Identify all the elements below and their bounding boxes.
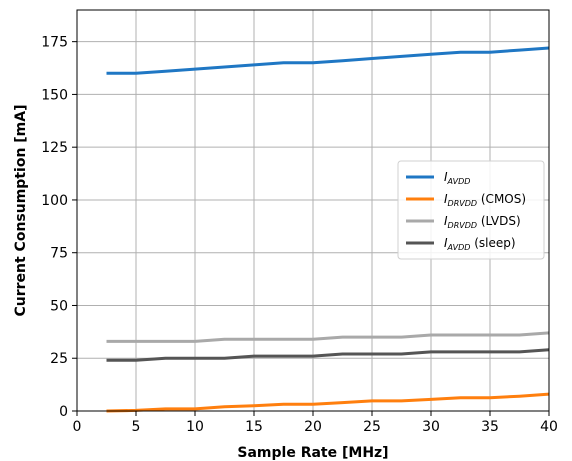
legend-label-subscript: AVDD xyxy=(447,177,471,186)
series-lines xyxy=(106,46,550,413)
x-tick-label: 0 xyxy=(73,419,82,435)
y-tick-label: 125 xyxy=(41,140,68,156)
y-tick-label: 100 xyxy=(41,193,68,209)
series-line-1 xyxy=(106,46,550,75)
x-tick-label: 30 xyxy=(422,419,440,435)
legend-box xyxy=(397,160,545,260)
y-tick-label: 175 xyxy=(41,35,68,51)
x-tick-label: 5 xyxy=(132,419,141,435)
x-tick-label: 35 xyxy=(481,419,499,435)
legend-label-main: I xyxy=(444,170,448,184)
x-tick-label: 10 xyxy=(186,419,204,435)
y-axis-ticks: 0 25 50 75 100 125 150 175 xyxy=(41,35,77,420)
legend-label-main: I xyxy=(444,236,448,250)
series-line-3 xyxy=(106,331,550,343)
legend-label-main: I xyxy=(444,192,448,206)
x-tick-label: 15 xyxy=(245,419,263,435)
y-tick-label: 50 xyxy=(50,298,68,314)
series-line-4 xyxy=(106,348,550,362)
legend-label-suffix: (CMOS) xyxy=(477,192,526,206)
legend-label-subscript: DRVDD xyxy=(448,199,478,208)
x-axis-title: Sample Rate [MHz] xyxy=(237,445,388,461)
x-tick-label: 20 xyxy=(304,419,322,435)
legend-label-suffix: (LVDS) xyxy=(477,214,521,228)
x-tick-label: 40 xyxy=(540,419,558,435)
legend-label: IDRVDD (LVDS) xyxy=(444,214,521,230)
legend-label: IDRVDD (CMOS) xyxy=(444,192,526,208)
x-tick-label: 25 xyxy=(363,419,381,435)
y-tick-label: 150 xyxy=(41,87,68,103)
y-tick-label: 25 xyxy=(50,351,68,367)
legend-label-subscript: DRVDD xyxy=(448,221,478,230)
legend-label: IAVDD (sleep) xyxy=(444,236,516,252)
x-axis-ticks: 0 5 10 15 20 25 30 35 40 xyxy=(73,411,558,435)
y-tick-label: 75 xyxy=(50,246,68,262)
series-line-2 xyxy=(106,392,550,413)
legend-label-subscript: AVDD xyxy=(447,243,471,252)
y-tick-label: 0 xyxy=(59,404,68,420)
legend-label: IAVDD xyxy=(444,170,470,186)
legend-label-main: I xyxy=(444,214,448,228)
legend-label-suffix: (sleep) xyxy=(470,236,515,250)
y-axis-title: Current Consumption [mA] xyxy=(13,104,29,316)
